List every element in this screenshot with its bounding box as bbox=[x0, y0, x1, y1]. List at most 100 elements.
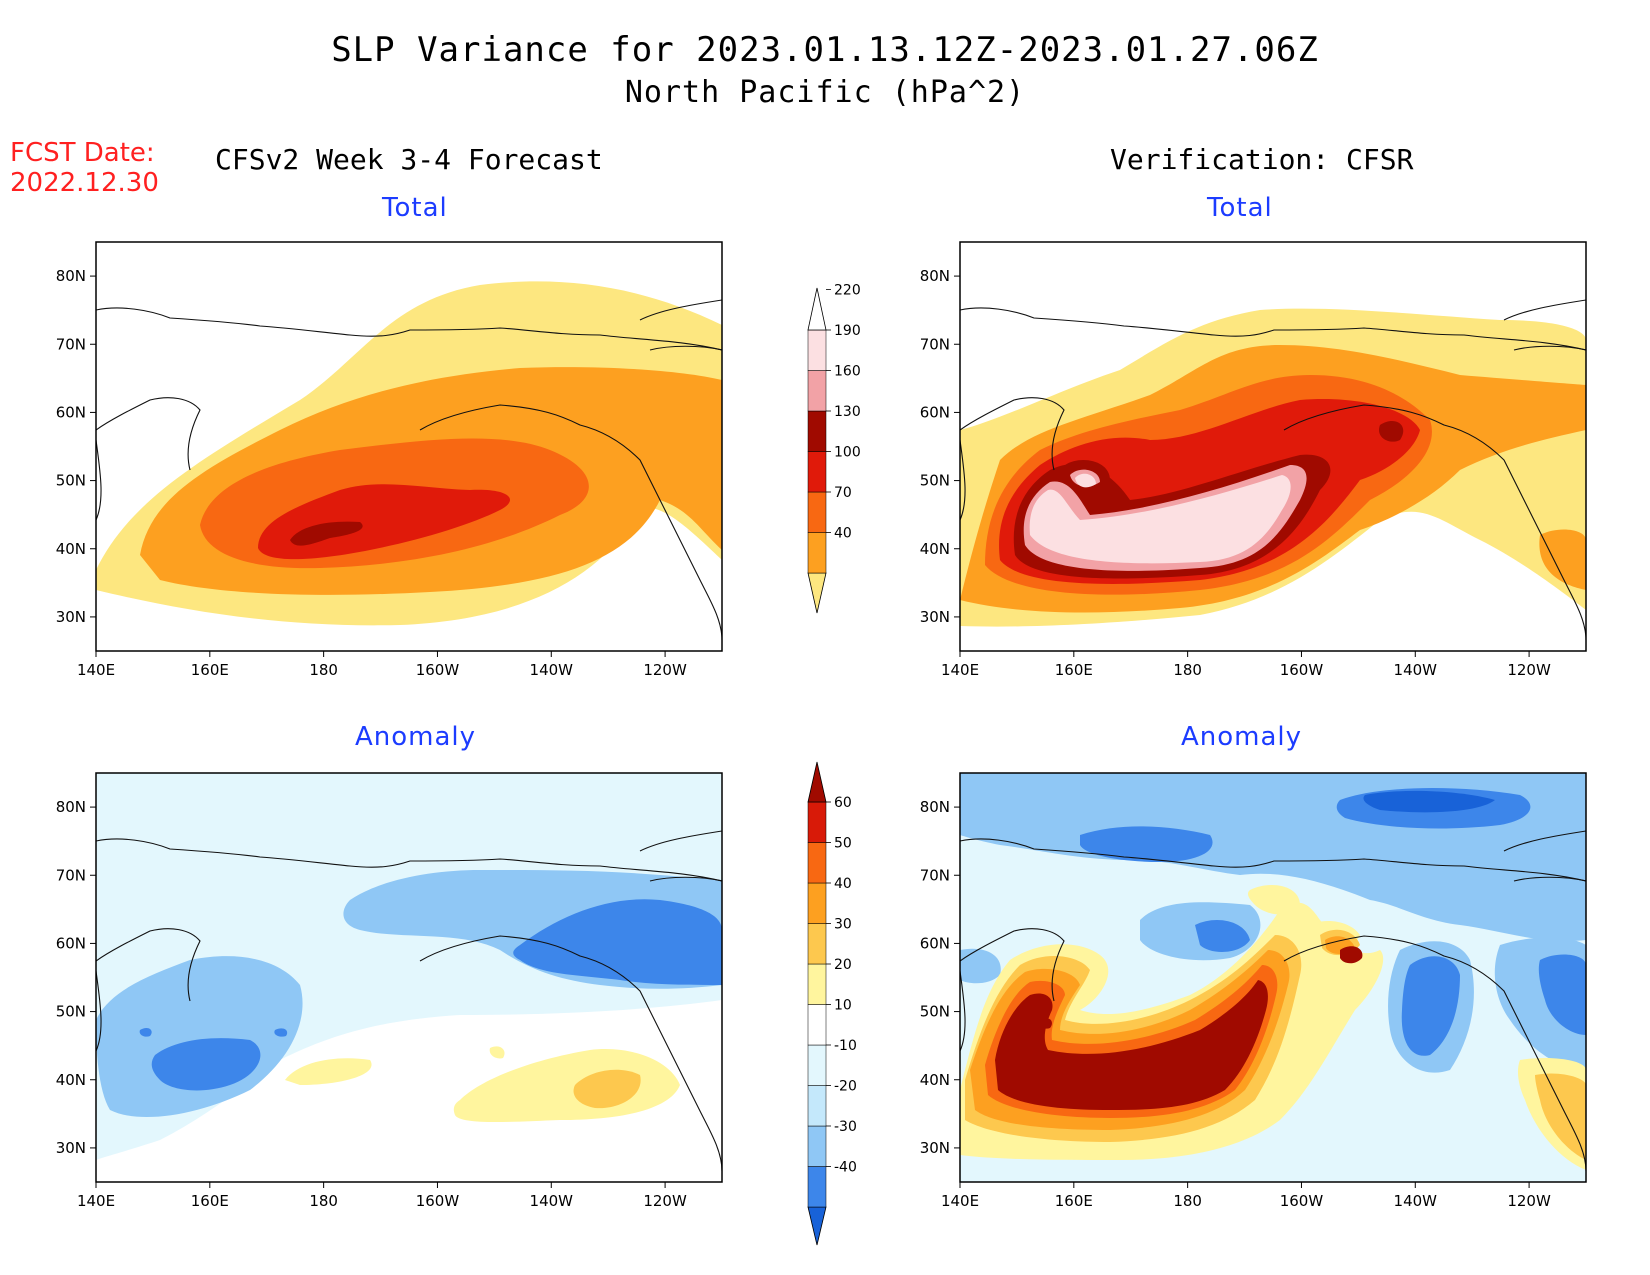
colorbar-label: 40 bbox=[834, 876, 852, 892]
frame-forecast-anomaly bbox=[95, 772, 723, 1183]
fcst-date-block: FCST Date: 2022.12.30 bbox=[10, 138, 159, 198]
colorbar-label: -10 bbox=[834, 1038, 857, 1054]
colorbar-label: 60 bbox=[834, 795, 852, 811]
frame-forecast-total bbox=[95, 241, 723, 652]
lon-tick-label: 160W bbox=[416, 1192, 460, 1210]
lon-tick-label: 140W bbox=[1394, 1192, 1438, 1210]
colorbar-segment bbox=[807, 801, 827, 843]
lat-tick-label: 80N bbox=[56, 267, 86, 285]
lat-tick-label: 80N bbox=[56, 798, 86, 816]
colorbar-segment bbox=[807, 370, 827, 412]
lat-tick-label: 30N bbox=[920, 608, 950, 626]
lon-tick-label: 180 bbox=[309, 661, 338, 679]
colorbar-label: 10 bbox=[834, 998, 852, 1014]
contour-160 bbox=[290, 521, 363, 546]
lat-tick-label: 50N bbox=[920, 1003, 950, 1021]
colorbar-total: 40 70 100 130 160 190 220 bbox=[807, 283, 861, 614]
colorbar-segment bbox=[807, 1166, 827, 1208]
map-verification-total bbox=[960, 242, 1586, 651]
colorbar-segment bbox=[807, 1004, 827, 1046]
colorbar-segment bbox=[807, 1125, 827, 1167]
lat-tick-label: 70N bbox=[56, 335, 86, 353]
map-forecast-total bbox=[96, 242, 722, 651]
lat-tick-label: 40N bbox=[56, 1071, 86, 1089]
lon-tick-label: 140E bbox=[941, 661, 979, 679]
colorbar-label: -40 bbox=[834, 1160, 857, 1176]
verification-total-label: Total bbox=[1207, 193, 1273, 223]
colorbar-tip-bottom bbox=[807, 1206, 827, 1246]
forecast-anomaly-label: Anomaly bbox=[355, 722, 477, 752]
lon-tick-label: 160E bbox=[191, 661, 229, 679]
fcst-date-value: 2022.12.30 bbox=[10, 168, 159, 198]
contour-pos20 bbox=[573, 1069, 641, 1109]
colorbar-segment bbox=[807, 923, 827, 965]
lon-tick-label: 120W bbox=[643, 1192, 687, 1210]
map-verification-anomaly bbox=[960, 773, 1586, 1182]
colorbar-segment bbox=[807, 329, 827, 371]
map-forecast-anomaly bbox=[96, 773, 722, 1182]
lon-tick-label: 140W bbox=[530, 1192, 574, 1210]
colorbar-label: 70 bbox=[834, 485, 852, 501]
colorbar-label: -20 bbox=[834, 1079, 857, 1095]
frame-verification-total bbox=[959, 241, 1587, 652]
axes-layer: 140E 160E 180 160W 140W 120W 80N 70N 60N 50N 40N 30… bbox=[56, 267, 1551, 1210]
colorbar-label: -30 bbox=[834, 1119, 857, 1135]
frame-verification-anomaly bbox=[959, 772, 1587, 1183]
lon-tick-label: 160E bbox=[191, 1192, 229, 1210]
colorbar-label: 190 bbox=[834, 323, 861, 339]
coastlines bbox=[96, 299, 1586, 1172]
lon-tick-label: 140W bbox=[1394, 661, 1438, 679]
lat-tick-label: 70N bbox=[56, 866, 86, 884]
colorbar-segment bbox=[807, 410, 827, 452]
main-title: SLP Variance for 2023.01.13.12Z-2023.01.… bbox=[331, 30, 1319, 70]
coastline-panel-1 bbox=[96, 299, 722, 641]
lat-tick-label: 30N bbox=[920, 1139, 950, 1157]
colorbar-label: 220 bbox=[834, 283, 861, 299]
lat-tick-label: 50N bbox=[56, 1003, 86, 1021]
colorbar-tip-top bbox=[807, 287, 827, 331]
lon-tick-label: 140E bbox=[77, 1192, 115, 1210]
lat-tick-label: 50N bbox=[56, 472, 86, 490]
lon-tick-label: 180 bbox=[1173, 1192, 1202, 1210]
colorbar-label: 130 bbox=[834, 404, 861, 420]
lon-tick-label: 180 bbox=[309, 1192, 338, 1210]
lat-tick-label: 80N bbox=[920, 267, 950, 285]
colorbar-segment bbox=[807, 451, 827, 493]
lon-tick-label: 140E bbox=[77, 661, 115, 679]
lat-tick-label: 60N bbox=[56, 934, 86, 952]
main-subtitle: North Pacific (hPa^2) bbox=[624, 75, 1026, 110]
coastline-panel-2 bbox=[960, 299, 1586, 641]
colorbar-tip-bottom bbox=[807, 572, 827, 614]
lat-tick-label: 80N bbox=[920, 798, 950, 816]
lon-tick-label: 160W bbox=[1280, 661, 1324, 679]
colorbar-label: 100 bbox=[834, 445, 861, 461]
lon-tick-label: 140W bbox=[530, 661, 574, 679]
colorbar-segment bbox=[807, 491, 827, 533]
lat-tick-label: 60N bbox=[56, 403, 86, 421]
colorbar-anomaly: -40 -30 -20 -10 10 20 30 40 50 60 bbox=[807, 761, 857, 1246]
colorbar-segment bbox=[807, 1085, 827, 1127]
colorbar-label: 30 bbox=[834, 917, 852, 933]
lon-tick-label: 160E bbox=[1055, 661, 1093, 679]
verification-column-title: Verification: CFSR bbox=[1110, 143, 1414, 176]
colorbar-segment bbox=[807, 532, 827, 574]
lat-tick-label: 70N bbox=[920, 335, 950, 353]
contour-neg40 bbox=[1363, 790, 1495, 813]
colorbar-tip-top bbox=[807, 761, 827, 803]
lon-tick-label: 140E bbox=[941, 1192, 979, 1210]
colorbar-segment bbox=[807, 1044, 827, 1086]
lon-tick-label: 180 bbox=[1173, 661, 1202, 679]
lon-tick-label: 160W bbox=[416, 661, 460, 679]
contour-pos10 bbox=[285, 1046, 680, 1123]
lat-tick-label: 70N bbox=[920, 866, 950, 884]
colorbar-segment bbox=[807, 963, 827, 1005]
colorbar-segment bbox=[807, 882, 827, 924]
colorbar-label: 160 bbox=[834, 364, 861, 380]
lat-tick-label: 40N bbox=[920, 1071, 950, 1089]
lat-tick-label: 60N bbox=[920, 934, 950, 952]
lon-tick-label: 160W bbox=[1280, 1192, 1324, 1210]
colorbar-label: 20 bbox=[834, 957, 852, 973]
coastline-panel-4 bbox=[960, 830, 1586, 1172]
colorbar-label: 40 bbox=[834, 526, 852, 542]
lat-tick-label: 30N bbox=[56, 608, 86, 626]
